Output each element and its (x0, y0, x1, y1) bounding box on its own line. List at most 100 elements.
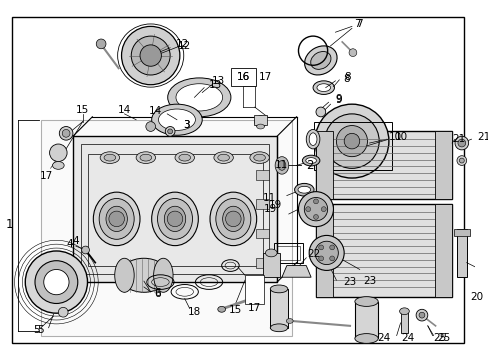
Bar (354, 302, 377, 338)
Text: 16: 16 (236, 72, 249, 82)
Circle shape (458, 158, 463, 163)
Text: 5: 5 (38, 325, 44, 335)
Circle shape (454, 136, 468, 150)
Bar (255, 199, 269, 209)
Bar (255, 258, 269, 267)
Circle shape (313, 215, 318, 219)
Ellipse shape (215, 198, 250, 239)
Bar (315, 131, 333, 199)
Ellipse shape (354, 297, 377, 306)
Circle shape (321, 207, 325, 212)
Polygon shape (282, 266, 310, 277)
Ellipse shape (222, 206, 244, 231)
Ellipse shape (115, 258, 134, 292)
Ellipse shape (99, 198, 134, 239)
Ellipse shape (217, 306, 225, 312)
Ellipse shape (304, 46, 336, 75)
Text: 24: 24 (401, 333, 414, 342)
Text: 9: 9 (335, 94, 341, 104)
Text: 8: 8 (343, 72, 350, 82)
Ellipse shape (151, 104, 202, 135)
Circle shape (49, 144, 67, 162)
Circle shape (109, 211, 124, 227)
Ellipse shape (265, 249, 277, 257)
Ellipse shape (399, 308, 408, 315)
Text: 22: 22 (307, 249, 320, 259)
Text: 23: 23 (343, 277, 356, 287)
Text: 21: 21 (451, 134, 465, 144)
Ellipse shape (104, 154, 116, 161)
Text: 9: 9 (334, 95, 341, 105)
Ellipse shape (302, 155, 319, 166)
Text: 16: 16 (236, 72, 249, 82)
Ellipse shape (256, 124, 264, 129)
Ellipse shape (151, 192, 198, 246)
Circle shape (305, 207, 310, 212)
Ellipse shape (209, 192, 256, 246)
Circle shape (324, 114, 378, 168)
Text: 4: 4 (72, 236, 79, 246)
Circle shape (58, 307, 68, 317)
Circle shape (225, 211, 241, 227)
Text: 14: 14 (149, 106, 162, 116)
Ellipse shape (217, 154, 229, 161)
Bar (73, 136, 277, 282)
Bar (244, 275, 264, 305)
Text: 4: 4 (66, 239, 73, 249)
Circle shape (304, 198, 327, 221)
Text: 2: 2 (305, 159, 313, 172)
Ellipse shape (157, 198, 192, 239)
Circle shape (96, 39, 106, 49)
Bar (434, 204, 451, 297)
Ellipse shape (158, 109, 195, 130)
Ellipse shape (270, 324, 287, 332)
Ellipse shape (120, 258, 168, 292)
Circle shape (81, 246, 89, 254)
Ellipse shape (176, 84, 222, 111)
Bar (400, 311, 407, 333)
Ellipse shape (52, 162, 64, 169)
Bar (270, 289, 287, 328)
Ellipse shape (153, 258, 173, 292)
Text: 3: 3 (183, 120, 190, 130)
Ellipse shape (310, 51, 330, 69)
Bar (434, 131, 451, 199)
Text: 13: 13 (209, 80, 222, 90)
Circle shape (456, 156, 466, 165)
Ellipse shape (93, 192, 140, 246)
Circle shape (167, 129, 172, 134)
Bar (87, 154, 262, 266)
Text: 6: 6 (154, 289, 161, 299)
Text: 17: 17 (247, 303, 261, 313)
Ellipse shape (286, 319, 292, 323)
Bar (255, 229, 269, 238)
Circle shape (122, 26, 180, 85)
Text: 21: 21 (476, 132, 488, 142)
Circle shape (140, 45, 161, 66)
Text: 3: 3 (183, 120, 190, 130)
Bar (277, 246, 300, 260)
Circle shape (344, 133, 359, 149)
Bar (315, 204, 333, 297)
Circle shape (145, 122, 155, 131)
Text: 8: 8 (343, 74, 349, 84)
Ellipse shape (136, 152, 155, 163)
Ellipse shape (316, 84, 330, 91)
Ellipse shape (305, 158, 316, 163)
Circle shape (318, 245, 323, 250)
Ellipse shape (253, 154, 265, 161)
Circle shape (167, 211, 183, 227)
Text: 19: 19 (264, 204, 277, 214)
Ellipse shape (294, 183, 313, 196)
Bar (262, 253, 280, 277)
Text: 5: 5 (34, 325, 40, 335)
Ellipse shape (297, 186, 310, 193)
Bar (41, 120, 291, 336)
Circle shape (131, 36, 170, 75)
Text: 23: 23 (362, 276, 375, 286)
Text: 1: 1 (6, 218, 14, 231)
Text: 25: 25 (437, 333, 450, 342)
Circle shape (318, 256, 323, 261)
Circle shape (25, 251, 87, 313)
Circle shape (418, 312, 424, 318)
